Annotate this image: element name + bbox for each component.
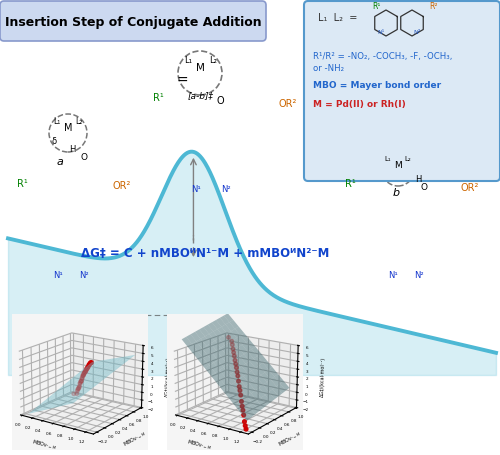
Text: MBO = Mayer bond order: MBO = Mayer bond order [313, 81, 441, 90]
Text: Insertion Step of Conjugate Addition: Insertion Step of Conjugate Addition [4, 15, 262, 29]
Text: N²: N² [79, 271, 89, 280]
Text: H: H [415, 174, 421, 183]
X-axis label: MBO$_{N^1-M}$: MBO$_{N^1-M}$ [31, 436, 57, 451]
Text: R¹: R¹ [372, 2, 380, 11]
Text: [a-b]‡: [a-b]‡ [188, 91, 214, 100]
FancyBboxPatch shape [304, 2, 500, 182]
FancyBboxPatch shape [0, 2, 266, 42]
Text: L₂: L₂ [76, 116, 82, 125]
Text: O: O [420, 183, 428, 192]
Text: R¹/R² = -NO₂, -COCH₃, -F, -OCH₃,: R¹/R² = -NO₂, -COCH₃, -F, -OCH₃, [313, 51, 452, 61]
Text: N¹: N¹ [378, 30, 384, 35]
Text: N¹: N¹ [388, 271, 398, 280]
Text: R¹: R¹ [344, 179, 356, 188]
Text: a: a [56, 157, 64, 167]
Text: L₁: L₁ [384, 156, 392, 162]
Text: L₂: L₂ [209, 56, 217, 64]
Text: or -NH₂: or -NH₂ [313, 63, 344, 72]
Text: OR²: OR² [279, 99, 297, 109]
Text: R¹: R¹ [16, 179, 28, 188]
Text: δ: δ [52, 137, 57, 146]
Text: M = Pd(II) or Rh(I): M = Pd(II) or Rh(I) [313, 99, 406, 108]
Text: R¹: R¹ [152, 93, 164, 103]
Text: N²: N² [414, 271, 424, 280]
Text: L₂: L₂ [404, 156, 411, 162]
Text: M: M [394, 160, 402, 169]
Text: N²: N² [414, 30, 420, 35]
Y-axis label: MBO$_{N^2-M}$: MBO$_{N^2-M}$ [122, 428, 148, 448]
Text: O: O [80, 153, 87, 162]
Text: R²: R² [430, 2, 438, 11]
Text: ΔG‡ = C + nMBOᴻN¹⁻M + mMBOᴻN²⁻M: ΔG‡ = C + nMBOᴻN¹⁻M + mMBOᴻN²⁻M [81, 247, 329, 260]
Text: OR²: OR² [113, 181, 131, 191]
Text: N¹: N¹ [53, 271, 63, 280]
Text: L₁  L₂  =: L₁ L₂ = [318, 13, 358, 23]
Text: M: M [196, 63, 204, 73]
Text: L₁: L₁ [54, 116, 60, 125]
Text: =: = [176, 74, 188, 88]
Text: b: b [392, 187, 400, 197]
X-axis label: MBO$_{N^1-M}$: MBO$_{N^1-M}$ [186, 436, 212, 451]
Text: M: M [64, 123, 72, 133]
Text: H: H [69, 144, 75, 153]
Text: OR²: OR² [461, 182, 479, 192]
Text: N¹: N¹ [191, 185, 201, 194]
Y-axis label: MBO$_{N^2-M}$: MBO$_{N^2-M}$ [276, 428, 303, 448]
Text: O: O [216, 96, 224, 106]
Text: N²: N² [221, 185, 231, 194]
Text: L₁: L₁ [184, 56, 192, 64]
